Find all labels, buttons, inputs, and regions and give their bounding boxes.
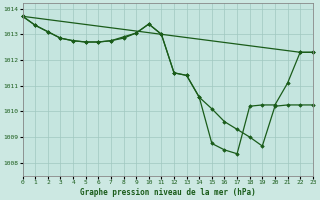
- X-axis label: Graphe pression niveau de la mer (hPa): Graphe pression niveau de la mer (hPa): [80, 188, 256, 197]
